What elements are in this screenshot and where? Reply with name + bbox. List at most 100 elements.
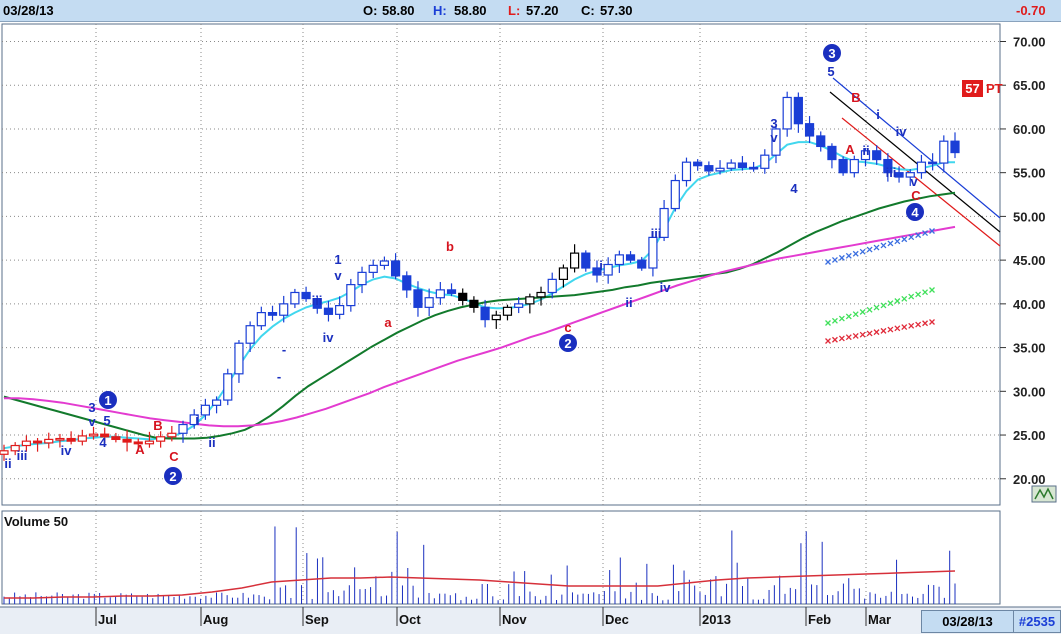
target-marker-blue — [831, 256, 838, 263]
price-bar-body — [648, 236, 658, 269]
quote-header: 03/28/13 O: 58.80 H: 58.80 L: 57.20 C: 5… — [0, 0, 1061, 22]
month-label: Jul — [98, 612, 117, 627]
target-marker-blue — [845, 252, 852, 259]
price-bar-body — [290, 291, 300, 305]
price-tick-label: 60.00 — [1013, 122, 1046, 137]
target-marker-blue — [922, 230, 929, 237]
volume-panel-border — [1, 510, 1001, 605]
price-bar-body — [894, 172, 904, 178]
wave-label: 3 — [88, 400, 95, 415]
price-bar-body — [491, 314, 501, 321]
wave-label: - — [277, 369, 281, 384]
time-axis: Jul Aug Sep Oct Nov Dec 2013 Feb Mar — [95, 607, 891, 627]
price-bar-body — [223, 373, 233, 401]
price-bar-body — [592, 267, 602, 276]
current-date-box[interactable]: 03/28/13 — [921, 610, 1014, 633]
price-bar-body — [245, 325, 255, 344]
price-target-label: PT — [986, 81, 1003, 96]
price-bar-body — [10, 444, 20, 452]
price-bar-body — [659, 207, 669, 238]
wave-label: i — [876, 107, 880, 122]
wave-label: A — [845, 142, 855, 157]
target-marker-green — [859, 309, 866, 315]
target-marker-red — [894, 325, 901, 332]
month-label: Dec — [605, 612, 629, 627]
close-label: C: — [581, 3, 595, 18]
high-value: 58.80 — [454, 3, 487, 18]
price-bar-body — [637, 259, 647, 269]
target-marker-green — [845, 313, 852, 320]
price-bar-body — [458, 292, 468, 301]
price-bar-body — [390, 260, 401, 277]
target-marker-green — [852, 311, 859, 318]
price-bar-body — [234, 342, 244, 375]
target-marker-red — [873, 329, 880, 336]
target-marker-blue — [901, 236, 908, 243]
wave-label: B — [153, 418, 162, 433]
moving-averages — [3, 141, 956, 450]
price-bar-body — [357, 271, 367, 286]
price-bar-body — [88, 433, 99, 437]
price-bar-body — [44, 438, 54, 444]
price-bar-body — [558, 267, 569, 280]
month-label: Oct — [399, 612, 421, 627]
price-bar-body — [502, 306, 513, 316]
wave-label: v — [910, 174, 918, 189]
price-bar-body — [793, 96, 803, 125]
symbol-number-box[interactable]: #2535 — [1013, 610, 1061, 633]
moving-average-line — [4, 225, 956, 428]
target-marker-green — [901, 295, 908, 302]
target-marker-blue — [873, 244, 880, 251]
price-bar-body — [446, 289, 457, 294]
target-marker-red — [901, 324, 908, 331]
price-tick-label: 30.00 — [1013, 384, 1046, 399]
price-bar-body — [827, 145, 837, 161]
price-bars — [0, 91, 960, 461]
wave-circle — [559, 334, 577, 352]
target-marker-red — [845, 334, 852, 341]
price-bar-body — [211, 399, 222, 406]
wave-label: A — [135, 442, 145, 457]
price-bar-body — [133, 441, 143, 445]
wave-label: 4 — [99, 435, 107, 450]
high-label: H: — [433, 3, 447, 18]
price-panel-border — [1, 23, 1001, 506]
target-marker-red — [887, 326, 894, 333]
price-bar-body — [256, 312, 266, 327]
price-bar-body — [872, 150, 882, 161]
wave-label: 3 — [770, 116, 777, 131]
price-bar-body — [335, 305, 345, 315]
moving-average-line — [3, 141, 955, 450]
price-bar-body — [816, 135, 826, 148]
price-bar-body — [928, 161, 938, 165]
wave-label: - — [282, 342, 286, 357]
price-axis: 20.00 25.00 30.00 35.00 40.00 45.00 50.00 55.00… — [1000, 34, 1046, 487]
target-marker-blue — [866, 246, 873, 253]
trend-channels — [829, 77, 1001, 247]
wave-circle-label: 2 — [564, 336, 571, 351]
channel-mid-line — [829, 91, 1001, 233]
wave-label: iv — [61, 443, 73, 458]
target-marker-green — [887, 300, 894, 307]
target-marker-red — [908, 322, 915, 329]
price-bar-body — [760, 154, 770, 169]
wave-label: B — [851, 90, 860, 105]
price-bar-body — [66, 437, 76, 442]
price-tick-label: 50.00 — [1013, 209, 1046, 224]
target-marker-red — [922, 320, 929, 327]
target-marker-green — [873, 304, 880, 311]
wave-label: 4 — [790, 181, 798, 196]
price-bar-body — [860, 150, 871, 161]
target-marker-green — [880, 302, 887, 309]
wave-label: ii — [4, 456, 11, 471]
wave-label: iii — [312, 293, 323, 308]
volume-panel: Volume 50 — [3, 514, 956, 604]
price-bar-body — [883, 158, 893, 174]
price-tick-label: 25.00 — [1013, 428, 1046, 443]
target-marker-green — [866, 306, 873, 313]
wave-label: iii — [651, 226, 662, 241]
target-marker-green — [894, 298, 901, 304]
wave-label: v — [770, 130, 778, 145]
month-label: 2013 — [702, 612, 731, 627]
